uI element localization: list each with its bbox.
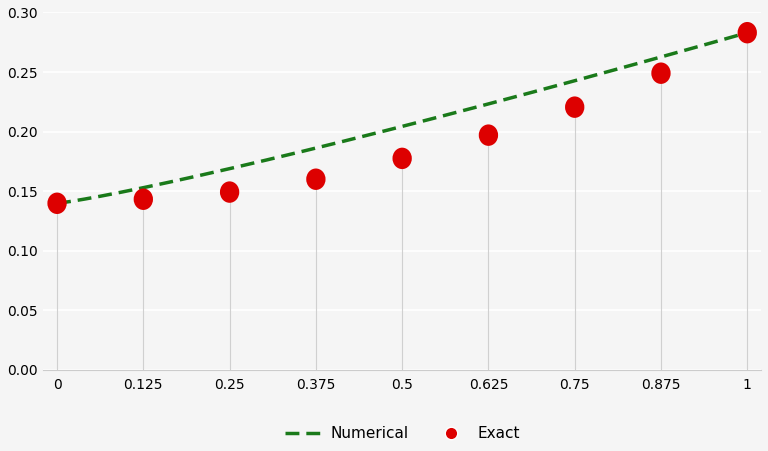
Point: [568, 104, 581, 111]
Point: [482, 132, 495, 139]
Point: [741, 29, 753, 36]
Point: [51, 200, 63, 207]
Ellipse shape: [478, 124, 498, 146]
Point: [396, 155, 409, 162]
Ellipse shape: [651, 63, 670, 84]
Ellipse shape: [220, 181, 240, 203]
Ellipse shape: [48, 193, 67, 214]
Ellipse shape: [737, 22, 757, 43]
Ellipse shape: [306, 169, 326, 190]
Point: [655, 69, 667, 77]
Ellipse shape: [565, 97, 584, 118]
Point: [137, 196, 150, 203]
Point: [223, 189, 236, 196]
Ellipse shape: [392, 147, 412, 169]
Ellipse shape: [134, 189, 153, 210]
Point: [310, 175, 322, 183]
Legend: Numerical, Exact: Numerical, Exact: [279, 420, 526, 447]
